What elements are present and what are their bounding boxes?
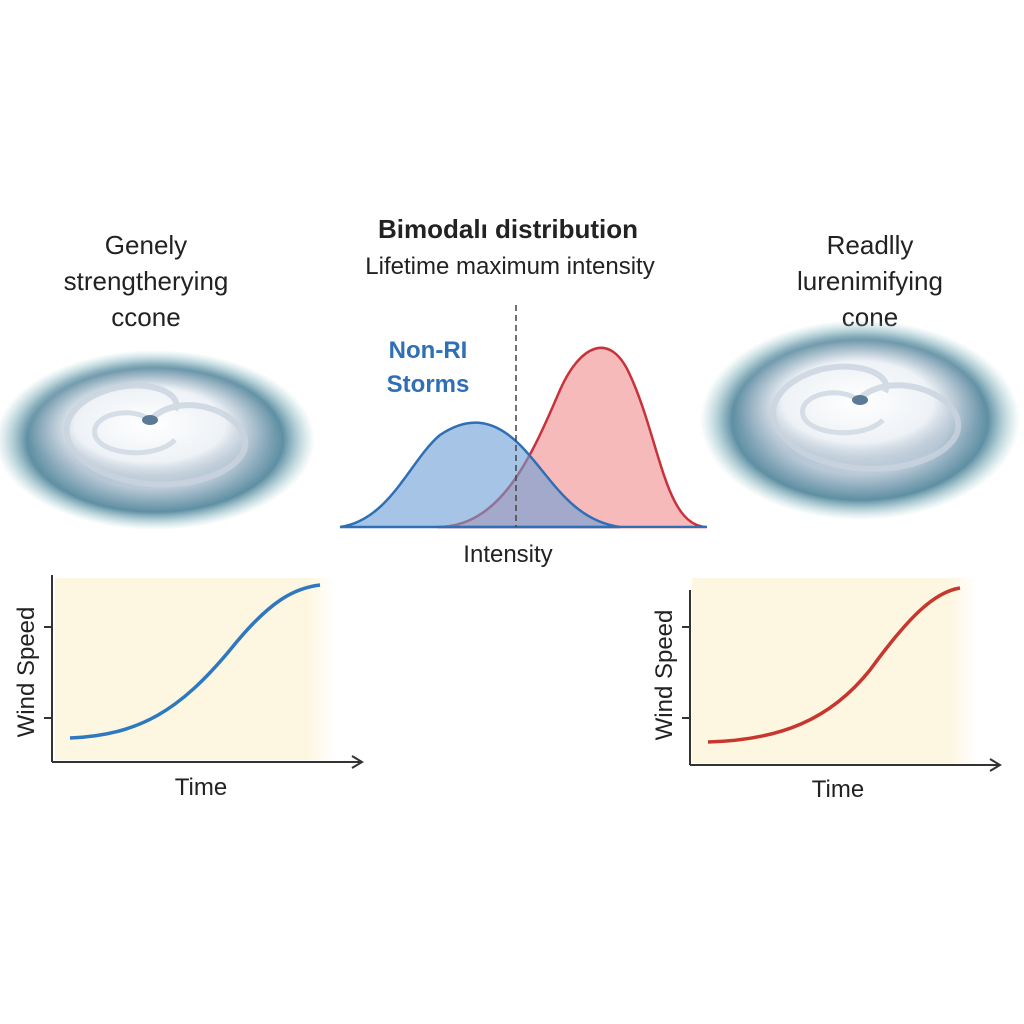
left-chart: Wind Speed Time (13, 575, 364, 801)
center-subtitle: Lifetime maximum intensity (365, 253, 654, 280)
hurricane-right (700, 320, 1020, 520)
x-label: Time (812, 776, 864, 803)
right-title: Readlly (827, 230, 914, 260)
series-label: Storms (387, 371, 470, 398)
y-label: Wind Speed (13, 607, 40, 738)
distribution: Non-RI Storms Intensity (339, 305, 708, 568)
wind-curve (707, 586, 961, 744)
chart-background (55, 578, 335, 760)
center-title: Bimodalı distribution (378, 214, 638, 244)
non-ri-distribution (339, 421, 621, 529)
left-title: strengtherying (64, 266, 229, 296)
wind-curve (69, 583, 321, 740)
chart-background (692, 578, 977, 763)
right-title: lurenimifying (797, 266, 943, 296)
x-label: Intensity (463, 541, 552, 568)
hurricane-left (0, 350, 315, 530)
right-chart: Wind Speed Time (651, 578, 1002, 803)
y-label: Wind Speed (651, 610, 678, 741)
series-label: Non-RI (389, 337, 468, 364)
left-title: ccone (111, 302, 180, 332)
x-label: Time (175, 774, 227, 801)
left-title: Genely (105, 230, 187, 260)
